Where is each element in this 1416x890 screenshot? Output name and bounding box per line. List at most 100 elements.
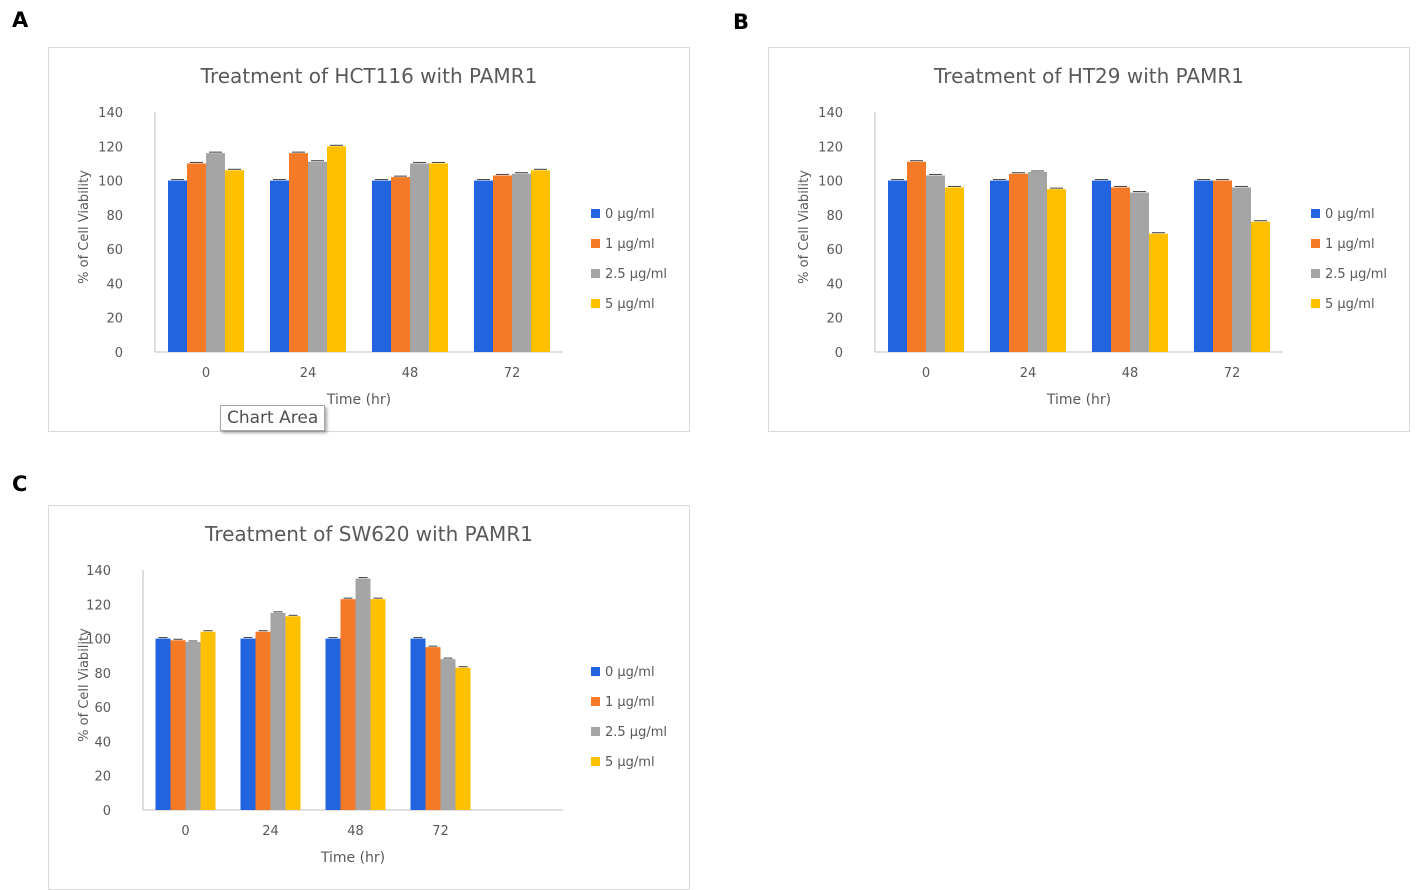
bar[interactable] <box>308 161 327 352</box>
chart-hct116[interactable]: Treatment of HCT116 with PAMR1 0 20 40 60 80… <box>48 47 690 432</box>
bar[interactable] <box>372 180 391 352</box>
bar[interactable] <box>285 616 301 810</box>
legend-swatch <box>591 757 600 766</box>
bar[interactable] <box>155 638 171 810</box>
bar[interactable] <box>325 638 341 810</box>
y-axis-label: % of Cell Viability <box>77 628 92 742</box>
y-tick-label: 140 <box>86 564 111 579</box>
bar[interactable] <box>429 163 448 352</box>
bar[interactable] <box>425 647 441 810</box>
bar[interactable] <box>1092 180 1111 352</box>
legend-label: 0 μg/ml <box>605 207 655 222</box>
bar[interactable] <box>185 642 201 810</box>
chart-sw620[interactable]: Treatment of SW620 with PAMR1 0 20 40 60 80 1… <box>48 505 690 890</box>
y-tick-label: 120 <box>98 140 123 155</box>
x-tick-label: 24 <box>300 366 317 381</box>
y-tick-label: 100 <box>98 175 123 190</box>
y-tick-label: 40 <box>826 277 843 292</box>
y-tick-label: 60 <box>94 701 111 716</box>
y-tick-label: 0 <box>835 346 843 361</box>
legend-label: 2.5 μg/ml <box>1325 267 1387 282</box>
legend-swatch <box>1311 269 1320 278</box>
legend-swatch <box>591 239 600 248</box>
chart-plot-ht29: 0 20 40 60 80 100 120 140 0 24 48 72 Time (hr) % of C… <box>797 106 1387 408</box>
chart-title: Treatment of SW620 with PAMR1 <box>205 522 533 546</box>
legend-label: 2.5 μg/ml <box>605 725 667 740</box>
legend-swatch <box>591 209 600 218</box>
x-tick-label: 48 <box>347 824 364 839</box>
bar[interactable] <box>289 153 308 352</box>
bar[interactable] <box>206 153 225 352</box>
legend-label: 0 μg/ml <box>605 665 655 680</box>
bar[interactable] <box>1213 180 1232 352</box>
y-axis-label: % of Cell Viability <box>797 170 812 284</box>
y-tick-label: 20 <box>826 312 843 327</box>
bar[interactable] <box>240 638 256 810</box>
panel-label-c: C <box>12 472 28 496</box>
bar[interactable] <box>907 161 926 352</box>
bar[interactable] <box>1028 172 1047 352</box>
bar[interactable] <box>440 659 456 810</box>
bar[interactable] <box>926 175 945 352</box>
bar[interactable] <box>1009 173 1028 352</box>
bar[interactable] <box>888 180 907 352</box>
bar[interactable] <box>1232 187 1251 352</box>
bar[interactable] <box>1149 233 1168 352</box>
bar[interactable] <box>391 177 410 352</box>
bar[interactable] <box>187 163 206 352</box>
bar[interactable] <box>327 146 346 352</box>
legend-label: 1 μg/ml <box>605 237 655 252</box>
bar[interactable] <box>1047 189 1066 352</box>
legend-swatch <box>591 269 600 278</box>
legend-label: 5 μg/ml <box>1325 297 1375 312</box>
y-tick-label: 100 <box>818 175 843 190</box>
y-tick-label: 40 <box>94 735 111 750</box>
bar[interactable] <box>225 170 244 352</box>
bar[interactable] <box>1111 187 1130 352</box>
y-tick-label: 60 <box>826 243 843 258</box>
panel-label-a: A <box>12 8 29 32</box>
y-tick-label: 0 <box>103 804 111 819</box>
bar[interactable] <box>410 638 426 810</box>
bar[interactable] <box>455 667 471 810</box>
y-tick-label: 140 <box>818 106 843 121</box>
bar[interactable] <box>474 180 493 352</box>
bar[interactable] <box>270 180 289 352</box>
legend-label: 5 μg/ml <box>605 297 655 312</box>
bar[interactable] <box>355 578 371 810</box>
bar[interactable] <box>1130 192 1149 352</box>
bar[interactable] <box>200 631 216 810</box>
y-tick-label: 120 <box>818 140 843 155</box>
bar[interactable] <box>531 170 550 352</box>
bar[interactable] <box>168 180 187 352</box>
bar[interactable] <box>512 173 531 352</box>
bar[interactable] <box>990 180 1009 352</box>
bar[interactable] <box>1251 221 1270 352</box>
panel-label-b: B <box>733 10 750 34</box>
legend-swatch <box>1311 239 1320 248</box>
chart-ht29[interactable]: Treatment of HT29 with PAMR1 0 20 40 60 80 10… <box>768 47 1410 432</box>
bar[interactable] <box>255 631 271 810</box>
x-tick-label: 0 <box>922 366 930 381</box>
bar[interactable] <box>945 187 964 352</box>
legend-label: 1 μg/ml <box>605 695 655 710</box>
chart-area-tooltip: Chart Area <box>220 405 326 431</box>
bar[interactable] <box>493 175 512 352</box>
bar[interactable] <box>170 640 186 810</box>
x-tick-label: 24 <box>1020 366 1037 381</box>
x-tick-label: 48 <box>402 366 419 381</box>
bar[interactable] <box>1194 180 1213 352</box>
legend-swatch <box>591 299 600 308</box>
legend-label: 2.5 μg/ml <box>605 267 667 282</box>
bar[interactable] <box>370 599 386 810</box>
bar[interactable] <box>340 599 356 810</box>
bar[interactable] <box>410 163 429 352</box>
x-tick-label: 72 <box>432 824 449 839</box>
legend-swatch <box>591 697 600 706</box>
x-tick-label: 72 <box>1224 366 1241 381</box>
y-axis-label: % of Cell Viability <box>77 170 92 284</box>
y-tick-label: 120 <box>86 598 111 613</box>
bar[interactable] <box>270 612 286 810</box>
x-tick-label: 48 <box>1122 366 1139 381</box>
x-tick-label: 72 <box>504 366 521 381</box>
